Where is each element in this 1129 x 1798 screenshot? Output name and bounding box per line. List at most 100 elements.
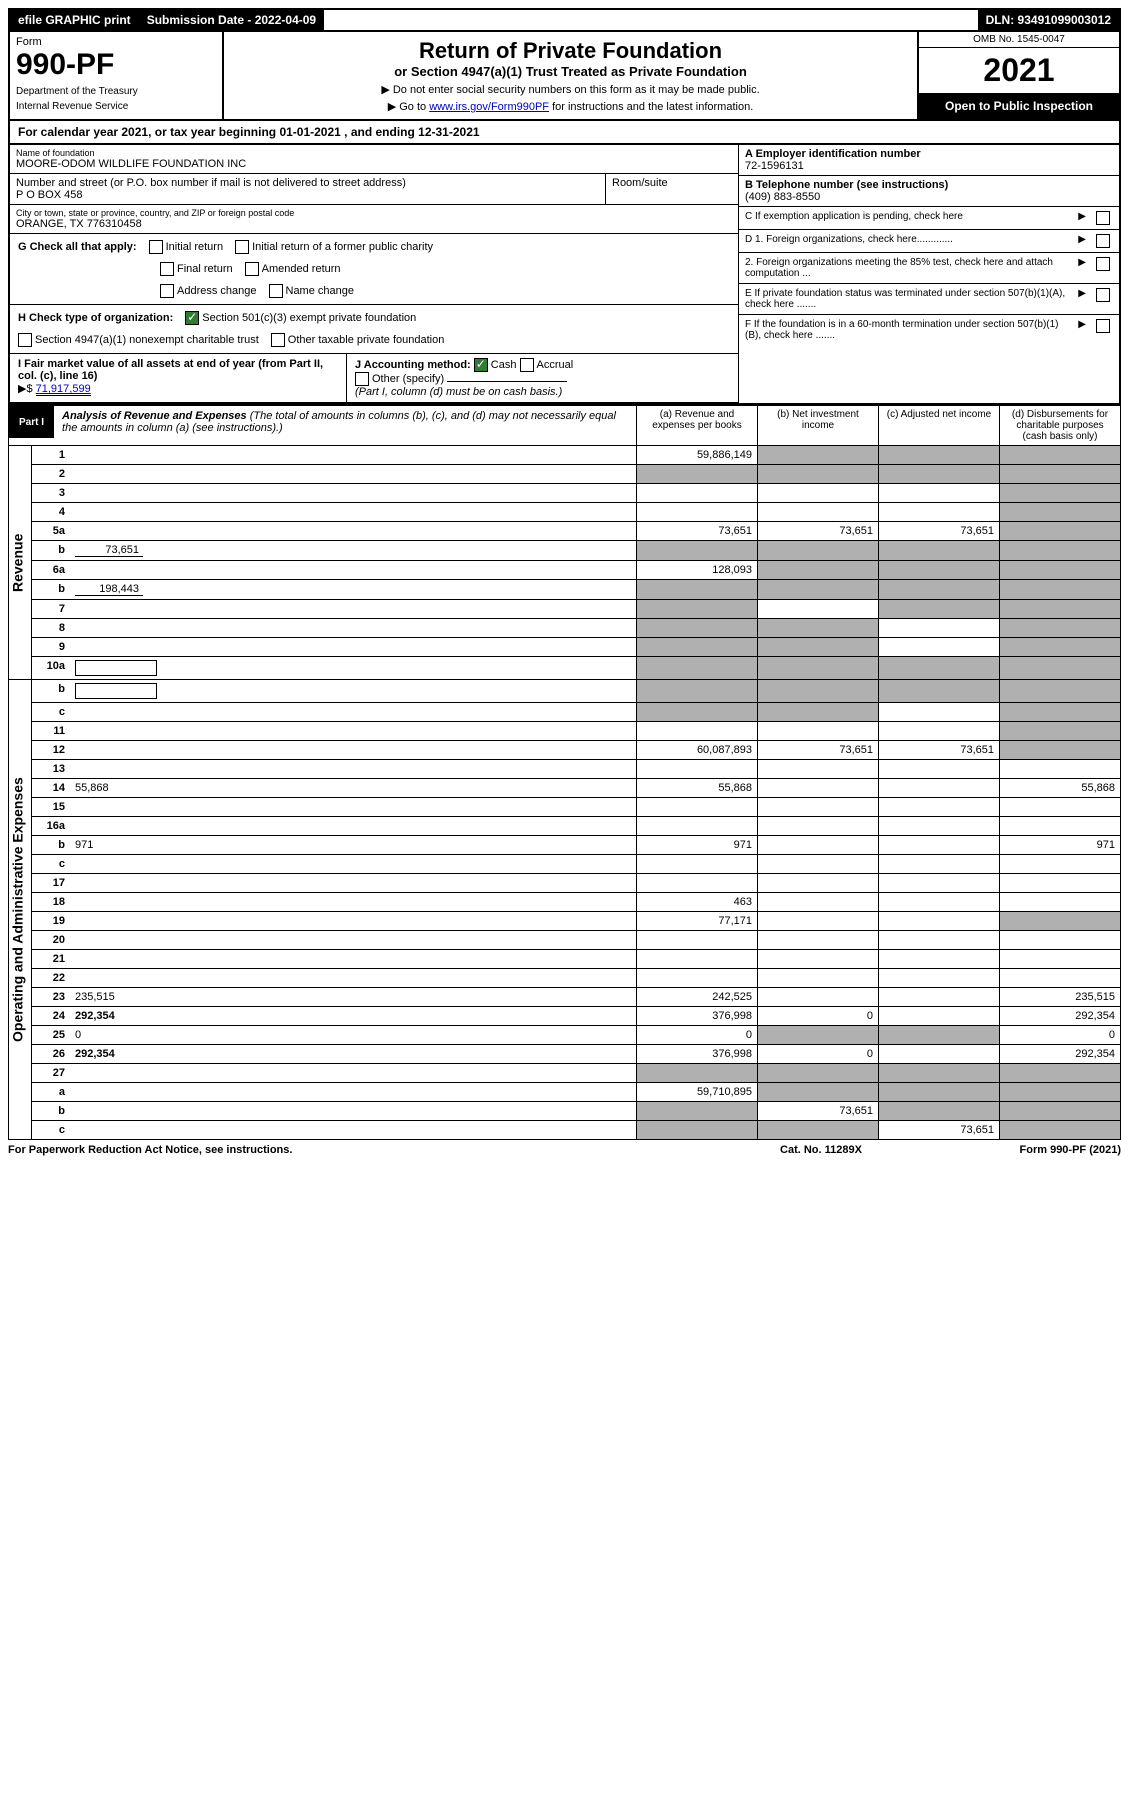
cell-d: [1000, 817, 1121, 836]
addr-row: Number and street (or P.O. box number if…: [10, 174, 738, 205]
checkbox-icon[interactable]: [1096, 319, 1110, 333]
h-opt-1: Section 501(c)(3) exempt private foundat…: [185, 311, 416, 325]
i-label: I Fair market value of all assets at end…: [18, 358, 323, 382]
cell-b: 73,651: [758, 522, 879, 541]
cell-b: [758, 931, 879, 950]
cell-c: [879, 779, 1000, 798]
cell-b: [758, 893, 879, 912]
checkbox-icon[interactable]: [474, 358, 488, 372]
checkbox-icon[interactable]: [355, 372, 369, 386]
checkbox-icon[interactable]: [235, 240, 249, 254]
j-cash: Cash: [491, 359, 517, 371]
cell-c: 73,651: [879, 741, 1000, 760]
checkbox-icon[interactable]: [18, 333, 32, 347]
i-value[interactable]: 71,917,599: [36, 383, 91, 396]
cell-c: [879, 703, 1000, 722]
cell-c: [879, 1007, 1000, 1026]
table-row: 24292,354376,9980292,354: [9, 1007, 1121, 1026]
header-bar: efile GRAPHIC print Submission Date - 20…: [8, 8, 1121, 32]
ein-cell: A Employer identification number 72-1596…: [739, 145, 1119, 176]
cell-b: [758, 779, 879, 798]
cell-c: [879, 798, 1000, 817]
table-row: 25000: [9, 1026, 1121, 1045]
cell-d: [1000, 561, 1121, 580]
row-number: b: [32, 680, 71, 703]
irs-link[interactable]: www.irs.gov/Form990PF: [429, 101, 549, 113]
row-desc: [70, 874, 637, 893]
checkbox-icon[interactable]: [1096, 257, 1110, 271]
d1-item: D 1. Foreign organizations, check here..…: [739, 230, 1119, 253]
cell-a: [637, 874, 758, 893]
cell-c: 73,651: [879, 1121, 1000, 1140]
cell-c: [879, 931, 1000, 950]
row-number: c: [32, 1121, 71, 1140]
cell-c: [879, 836, 1000, 855]
cell-b: [758, 619, 879, 638]
checkbox-icon[interactable]: [1096, 288, 1110, 302]
row-number: 8: [32, 619, 71, 638]
cell-b: [758, 638, 879, 657]
i-cell: I Fair market value of all assets at end…: [10, 354, 347, 402]
org-name-cell: Name of foundation MOORE-ODOM WILDLIFE F…: [10, 145, 738, 174]
row-number: 5a: [32, 522, 71, 541]
revenue-side-label: Revenue: [9, 446, 32, 680]
h-section: H Check type of organization: Section 50…: [10, 305, 738, 354]
row-number: 9: [32, 638, 71, 657]
checkbox-icon[interactable]: [271, 333, 285, 347]
cell-a: [637, 1064, 758, 1083]
checkbox-icon[interactable]: [245, 262, 259, 276]
cell-b: [758, 760, 879, 779]
col-d-header: (d) Disbursements for charitable purpose…: [1000, 406, 1121, 446]
checkbox-icon[interactable]: [1096, 234, 1110, 248]
cell-d: [1000, 541, 1121, 561]
row-number: b: [32, 836, 71, 855]
cell-c: [879, 1026, 1000, 1045]
cell-a: 242,525: [637, 988, 758, 1007]
city-value: ORANGE, TX 776310458: [16, 218, 732, 230]
cell-c: [879, 446, 1000, 465]
table-row: 1977,171: [9, 912, 1121, 931]
row-desc: [70, 446, 637, 465]
row-desc: [70, 1121, 637, 1140]
cell-d: [1000, 638, 1121, 657]
cell-d: 292,354: [1000, 1007, 1121, 1026]
form-number-block: Form 990-PF Department of the Treasury I…: [10, 32, 224, 119]
row-desc: 292,354: [70, 1045, 637, 1064]
cell-c: [879, 874, 1000, 893]
checkbox-icon[interactable]: [185, 311, 199, 325]
table-row: b 198,443: [9, 580, 1121, 600]
cell-a: 59,886,149: [637, 446, 758, 465]
g-opt-2: Address change: [160, 284, 257, 298]
row-desc: [70, 522, 637, 541]
cell-d: [1000, 484, 1121, 503]
table-row: Operating and Administrative Expensesb: [9, 680, 1121, 703]
cell-b: [758, 1026, 879, 1045]
checkbox-icon[interactable]: [520, 358, 534, 372]
row-number: 21: [32, 950, 71, 969]
cell-c: [879, 465, 1000, 484]
calendar-year-row: For calendar year 2021, or tax year begi…: [8, 121, 1121, 145]
checkbox-icon[interactable]: [160, 262, 174, 276]
row-desc: [70, 950, 637, 969]
checkbox-icon[interactable]: [160, 284, 174, 298]
g-opt-4: Amended return: [245, 262, 341, 276]
table-row: 15: [9, 798, 1121, 817]
table-row: 13: [9, 760, 1121, 779]
cell-b: [758, 988, 879, 1007]
cell-a: [637, 950, 758, 969]
cell-b: [758, 950, 879, 969]
checkbox-icon[interactable]: [149, 240, 163, 254]
checkbox-icon[interactable]: [269, 284, 283, 298]
cell-c: [879, 722, 1000, 741]
checkbox-icon[interactable]: [1096, 211, 1110, 225]
f-text: F If the foundation is in a 60-month ter…: [745, 319, 1074, 341]
org-name: MOORE-ODOM WILDLIFE FOUNDATION INC: [16, 158, 732, 170]
table-row: b971971971: [9, 836, 1121, 855]
footer-right: Form 990-PF (2021): [921, 1144, 1121, 1156]
row-desc: 235,515: [70, 988, 637, 1007]
table-row: 5a73,65173,65173,651: [9, 522, 1121, 541]
row-number: 11: [32, 722, 71, 741]
cell-c: [879, 1064, 1000, 1083]
cell-c: [879, 580, 1000, 600]
row-desc: 73,651: [70, 541, 637, 561]
